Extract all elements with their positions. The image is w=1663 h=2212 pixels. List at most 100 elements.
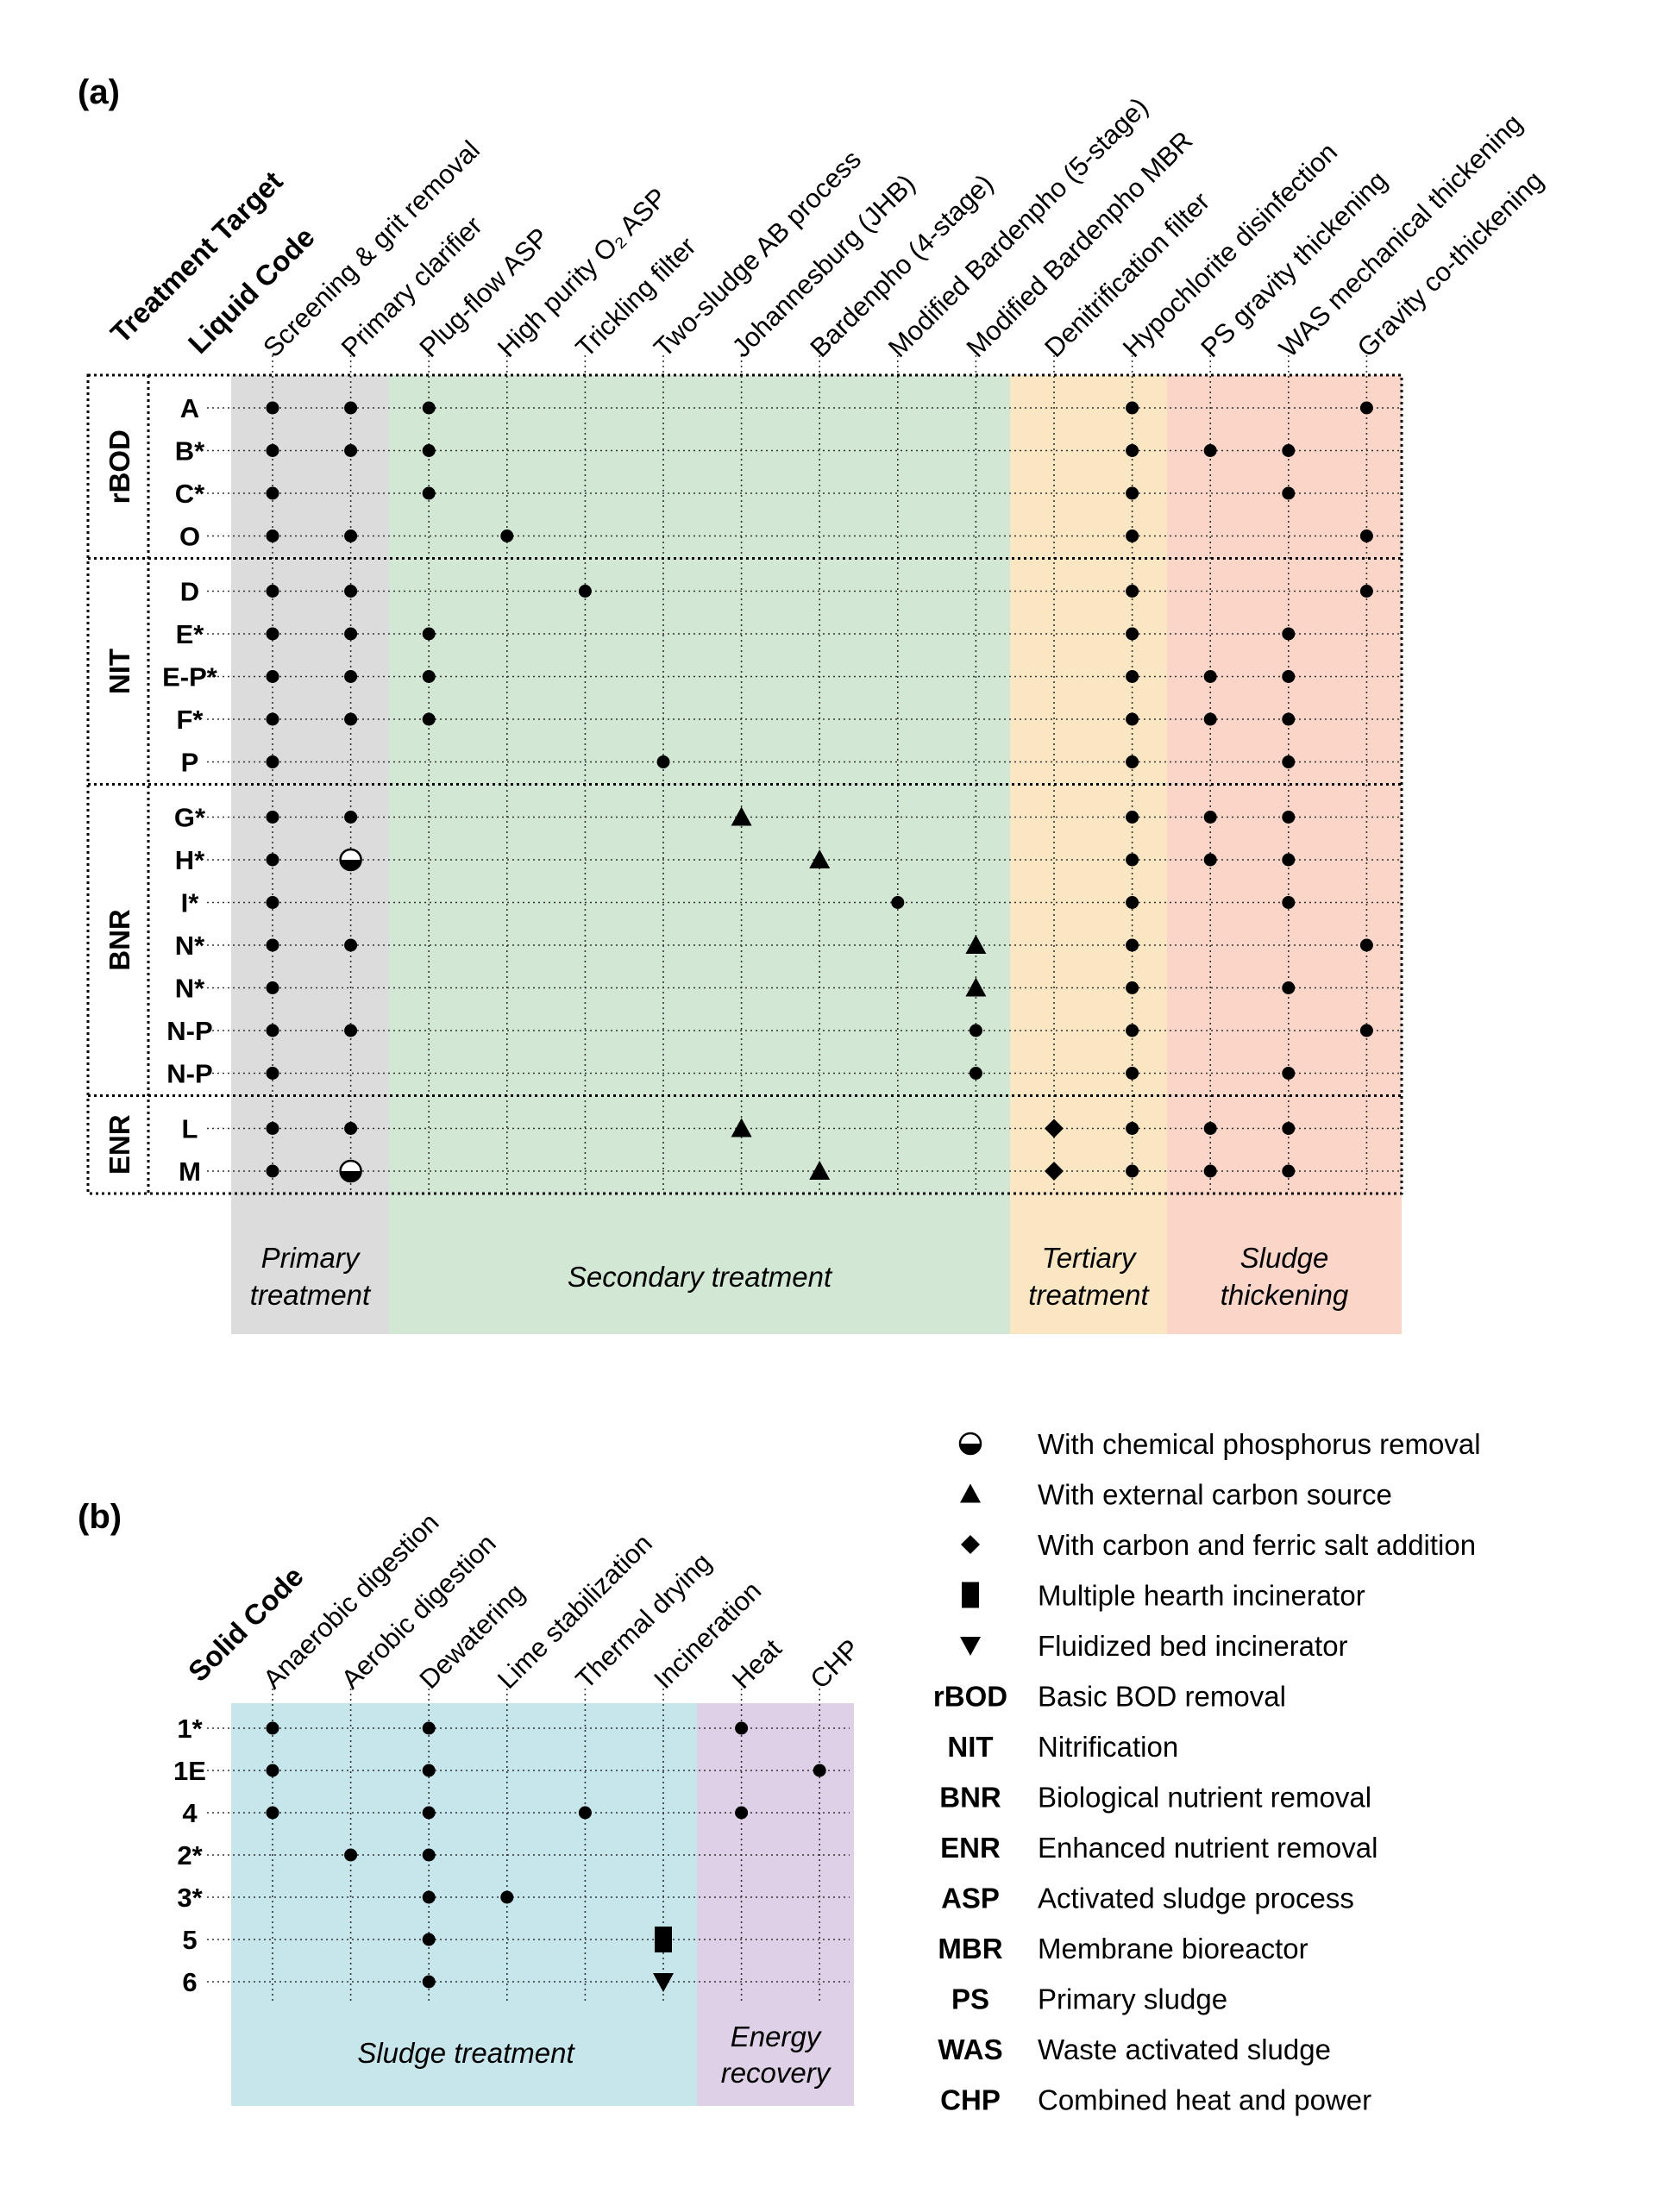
liquid-code: C* xyxy=(175,479,205,509)
mark-dot xyxy=(422,1806,436,1820)
mark-dot xyxy=(344,670,358,683)
group-label: BNR xyxy=(104,909,135,971)
mark-triangle xyxy=(965,935,987,954)
legend-abbr: rBOD xyxy=(933,1681,1007,1713)
mark-dot xyxy=(422,670,436,683)
mark-dot xyxy=(1359,938,1373,952)
mark-dot xyxy=(1203,712,1217,726)
column-label: CHP xyxy=(804,1633,865,1695)
solid-code: 6 xyxy=(182,1967,197,1997)
band-bg-3 xyxy=(1010,375,1167,1334)
legend-text: Basic BOD removal xyxy=(1038,1681,1286,1713)
band-label: Tertiary xyxy=(1042,1242,1138,1274)
legend-text: Activated sludge process xyxy=(1038,1883,1354,1914)
band-label: Energy xyxy=(731,2021,823,2052)
mark-dot xyxy=(1126,811,1139,824)
mark-dot xyxy=(266,401,279,415)
band-b-bg-2 xyxy=(697,1703,854,2106)
mark-dot xyxy=(266,627,279,641)
mark-dot xyxy=(656,755,670,768)
mark-dot xyxy=(266,444,279,457)
mark-dot xyxy=(344,1024,358,1037)
legend-symbol-down xyxy=(960,1637,981,1656)
band-label: thickening xyxy=(1221,1279,1349,1311)
legend-symbol-rect xyxy=(962,1582,979,1608)
legend-text: Waste activated sludge xyxy=(1038,2033,1331,2065)
mark-dot xyxy=(1359,401,1373,415)
band-label: Sludge treatment xyxy=(357,2037,575,2069)
mark-dot xyxy=(1126,1024,1139,1037)
legend-abbr: CHP xyxy=(940,2084,1001,2116)
mark-dot xyxy=(1126,712,1139,726)
band-label: Secondary treatment xyxy=(568,1261,833,1293)
mark-dot xyxy=(1126,401,1139,415)
mark-dot xyxy=(266,670,279,683)
liquid-code: N* xyxy=(175,974,205,1004)
mark-dot xyxy=(891,896,905,909)
liquid-code: F* xyxy=(177,705,204,735)
group-label: rBOD xyxy=(104,429,135,504)
mark-dot xyxy=(1203,670,1217,683)
table-frame xyxy=(86,373,1403,1195)
mark-dot xyxy=(344,401,358,415)
liquid-code: M xyxy=(179,1156,201,1187)
solid-code: 1* xyxy=(177,1714,203,1744)
legend-abbr: ENR xyxy=(940,1832,1001,1864)
mark-dot xyxy=(1282,755,1296,768)
legend-text: With external carbon source xyxy=(1038,1479,1392,1511)
mark-down xyxy=(653,1973,674,1992)
mark-dot xyxy=(266,1164,279,1178)
mark-dot xyxy=(969,1067,982,1080)
legend: With chemical phosphorus removal With ext… xyxy=(933,1428,1481,2116)
mark-half xyxy=(339,848,362,872)
legend-text: Combined heat and power xyxy=(1038,2084,1371,2116)
mark-dot xyxy=(422,712,436,726)
liquid-code: N* xyxy=(175,931,205,961)
mark-dot xyxy=(266,486,279,500)
mark-dot xyxy=(1203,811,1217,824)
mark-dot xyxy=(344,444,358,457)
mark-dot xyxy=(1126,627,1139,641)
mark-dot xyxy=(1282,712,1296,726)
mark-dot xyxy=(500,1890,514,1904)
mark-triangle xyxy=(731,806,752,826)
group-label: ENR xyxy=(104,1114,135,1175)
mark-dot xyxy=(1282,1122,1296,1135)
panel-a-label: (a) xyxy=(78,73,120,111)
liquid-code: L xyxy=(182,1114,198,1144)
legend-abbr: ASP xyxy=(941,1883,1000,1914)
mark-dot xyxy=(813,1764,826,1777)
mark-dot xyxy=(1126,938,1139,952)
mark-dot xyxy=(422,1890,436,1904)
half-circle-fill xyxy=(340,1171,361,1181)
mark-diamond xyxy=(1045,1119,1064,1138)
mark-dot xyxy=(266,1721,279,1735)
mark-rect xyxy=(655,1927,672,1952)
mark-dot xyxy=(1282,896,1296,909)
legend-abbr: MBR xyxy=(938,1933,1002,1964)
solid-code: 1E xyxy=(173,1756,206,1786)
mark-dot xyxy=(344,712,358,726)
mark-dot xyxy=(1282,627,1296,641)
mark-dot xyxy=(1359,585,1373,598)
liquid-code: I* xyxy=(181,888,200,918)
mark-diamond xyxy=(1045,1162,1064,1181)
band-label: Sludge xyxy=(1240,1242,1329,1274)
mark-dot xyxy=(266,585,279,598)
mark-dot xyxy=(422,1764,436,1777)
mark-dot xyxy=(266,755,279,768)
mark-dot xyxy=(266,530,279,542)
mark-dot xyxy=(1282,486,1296,500)
mark-dot xyxy=(1203,444,1217,457)
solid-code: 3* xyxy=(177,1883,203,1913)
mark-dot xyxy=(1282,1164,1296,1178)
mark-dot xyxy=(344,627,358,641)
liquid-code: N-P xyxy=(166,1059,212,1089)
mark-dot xyxy=(422,1848,436,1862)
solid-code: 4 xyxy=(182,1798,198,1828)
band-bg-1 xyxy=(231,375,389,1334)
legend-text: Membrane bioreactor xyxy=(1038,1933,1308,1964)
legend-text: Enhanced nutrient removal xyxy=(1038,1832,1377,1864)
mark-dot xyxy=(1126,530,1139,542)
legend-text: With carbon and ferric salt addition xyxy=(1038,1529,1476,1561)
